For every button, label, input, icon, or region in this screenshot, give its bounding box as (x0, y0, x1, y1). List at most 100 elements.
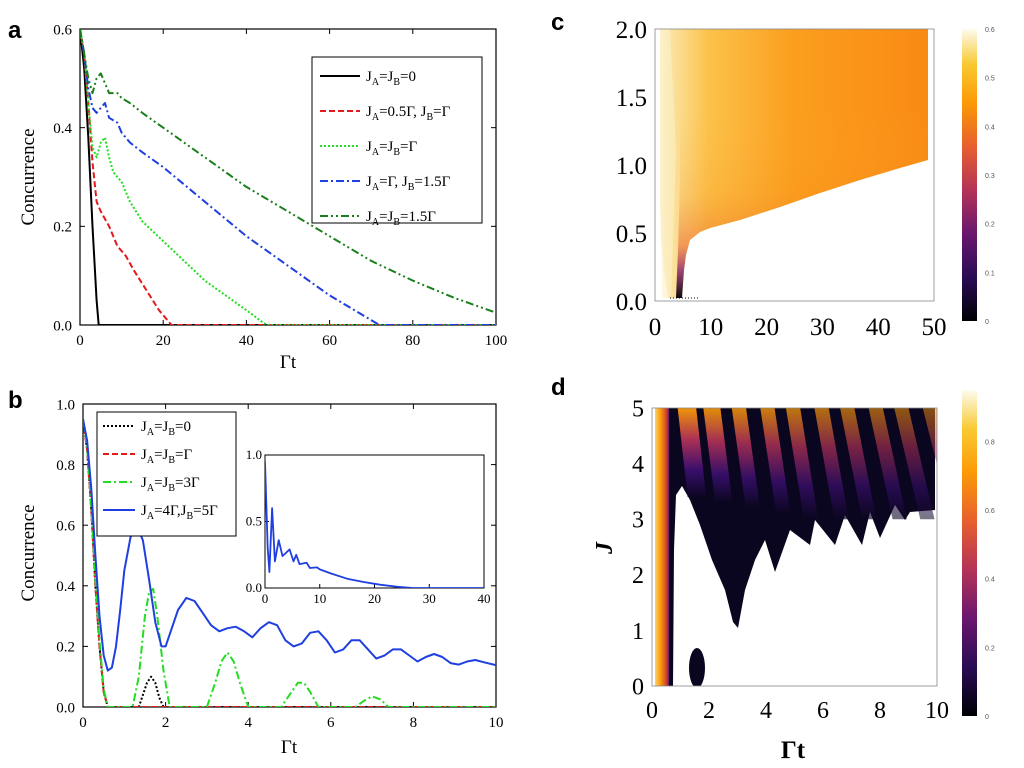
panel-d-y-ticks: 0 1 2 3 4 5 (632, 396, 644, 700)
y-tick-label: 2 (632, 563, 644, 589)
colorbar-tick-label: 0.8 (985, 439, 995, 446)
legend-label: JA=JB=1.5Γ (366, 209, 436, 228)
legend-label: JA=JB=3Γ (141, 475, 200, 494)
bright-band (922, 408, 937, 465)
colorbar-tick-label: 0.2 (985, 222, 995, 229)
panel-b-y-axis-label: Concurrence (18, 504, 39, 601)
x-tick-label: 20 (156, 333, 171, 349)
panel-label-c: c (551, 9, 564, 36)
y-tick-label: 0.6 (53, 22, 72, 38)
panel-b-legend-entries: JA=JB=0 JA=JB=Γ JA=JB=3Γ JA=4Γ,JB=5Γ (103, 419, 218, 522)
x-tick-label: 2 (162, 715, 170, 731)
panel-d-left-strip (655, 408, 669, 686)
x-tick-label: 30 (810, 314, 835, 341)
y-tick-label: 0.0 (616, 289, 647, 316)
panel-label-a: a (8, 17, 22, 44)
inset-y-tick-label: 0.5 (246, 514, 262, 529)
series-line-j-a-j-b-3- (83, 419, 496, 707)
panel-d-colorbar (962, 390, 977, 716)
bright-band (731, 408, 761, 509)
y-tick-label: 0.8 (56, 458, 75, 474)
panel-c-x-ticks: 0 10 20 30 40 50 (649, 314, 947, 341)
panel-c-y-ticks: 0.0 0.5 1.0 1.5 2.0 (616, 17, 647, 316)
legend-label: JA=JB=Γ (366, 139, 418, 158)
y-tick-label: 0.2 (53, 220, 72, 236)
colorbar-tick-label: 0 (985, 714, 989, 721)
colorbar-tick-label: 0.6 (985, 508, 995, 515)
panel-a-series (80, 29, 496, 325)
legend-label: JA=JB=0 (366, 69, 416, 88)
panel-d-colorbar-ticks: 0 0.2 0.4 0.6 0.8 (985, 439, 995, 721)
panel-b-inset: 0 10 20 30 40 0.0 0.5 1.0 (246, 447, 491, 606)
series-line-j-a-j-b-0 (80, 29, 496, 325)
colorbar-tick-label: 0.3 (985, 173, 995, 180)
x-tick-label: 0 (76, 333, 84, 349)
panel-a-legend: JA=JB=0 JA=0.5Γ, JB=Γ JA=JB=Γ JA=Γ, JB=1.5Γ… (311, 56, 483, 228)
panel-d-x-ticks: 0 2 4 6 8 10 (646, 698, 949, 724)
panel-a-x-ticks: 0 20 40 60 80 100 (76, 29, 507, 349)
y-tick-label: 1.0 (56, 397, 75, 413)
panel-a-legend-entries: JA=JB=0 JA=0.5Γ, JB=Γ JA=JB=Γ JA=Γ, JB=1.5Γ… (320, 69, 451, 228)
panel-a-y-ticks: 0.0 0.2 0.4 0.6 (53, 22, 496, 334)
y-tick-label: 0.5 (616, 221, 647, 248)
panel-d-heatmap-image (652, 408, 937, 686)
panel-a-y-axis-label: Concurrence (18, 128, 39, 225)
x-tick-label: 8 (874, 698, 886, 724)
y-tick-label: 5 (632, 396, 644, 422)
panel-label-b: b (8, 387, 23, 414)
legend-label: JA=4Γ,JB=5Γ (141, 503, 218, 522)
x-tick-label: 100 (485, 333, 508, 349)
bright-band (785, 408, 819, 520)
panel-d-plot-frame (651, 407, 938, 687)
panel-b-legend: JA=JB=0 JA=JB=Γ JA=JB=3Γ JA=4Γ,JB=5Γ (96, 411, 237, 537)
panel-b-x-axis-label: Γt (281, 737, 298, 758)
panel-b-legend-box (96, 411, 237, 537)
series-line-j-a-0-5-j-b- (80, 29, 496, 325)
panel-c-decay-edge (676, 110, 928, 298)
bright-band (677, 408, 707, 497)
x-tick-label: 60 (322, 333, 337, 349)
x-tick-label: 4 (244, 715, 252, 731)
panel-b-inset-frame (264, 454, 485, 589)
x-tick-label: 20 (754, 314, 779, 341)
colorbar-tick-label: 0.5 (985, 76, 995, 83)
legend-label: JA=JB=0 (141, 419, 191, 438)
x-tick-label: 40 (866, 314, 891, 341)
legend-label: JA=0.5Γ, JB=Γ (366, 104, 451, 123)
bright-band (894, 408, 935, 520)
y-tick-label: 0.0 (56, 700, 75, 716)
inset-y-tick-label: 1.0 (246, 447, 262, 462)
bright-band (703, 408, 733, 503)
panel-c-heatmap: 0 10 20 30 40 50 0.0 0.5 1.0 1.5 2.0 0 0.1 0.2 0.3 0.… (616, 17, 995, 341)
panel-d-y-axis-label: J (592, 541, 618, 555)
inset-y-tick-label: 0.0 (246, 580, 262, 595)
inset-x-tick-label: 40 (478, 591, 491, 606)
y-tick-label: 0.4 (56, 579, 75, 595)
panel-b-inset-series (265, 461, 484, 588)
series-line-j-a-j-b- (80, 29, 496, 325)
bright-band (840, 408, 877, 520)
colorbar-tick-label: 0.4 (985, 124, 995, 131)
series-line-j-a-4-j-b-5- (83, 419, 496, 672)
x-tick-label: 0 (79, 715, 87, 731)
x-tick-label: 10 (489, 715, 504, 731)
panel-b-inset-x-ticks: 0 10 20 30 40 (262, 584, 491, 606)
x-tick-label: 2 (703, 698, 715, 724)
x-tick-label: 10 (698, 314, 723, 341)
series-line-j-a-j-b-1-5- (80, 29, 496, 314)
x-tick-label: 4 (760, 698, 772, 724)
x-tick-label: 0 (649, 314, 662, 341)
legend-label: JA=Γ, JB=1.5Γ (366, 174, 451, 193)
x-tick-label: 80 (405, 333, 420, 349)
series-line-inset (265, 461, 484, 588)
y-tick-label: 2.0 (616, 17, 647, 44)
y-tick-label: 0.4 (53, 121, 72, 137)
legend-label: JA=JB=Γ (141, 447, 193, 466)
inset-x-tick-label: 10 (313, 591, 326, 606)
y-tick-label: 0.0 (53, 318, 72, 334)
bright-band (814, 408, 849, 520)
x-tick-label: 40 (239, 333, 254, 349)
colorbar-tick-label: 0.2 (985, 645, 995, 652)
inset-x-tick-label: 0 (262, 591, 269, 606)
y-tick-label: 0.2 (56, 640, 75, 656)
